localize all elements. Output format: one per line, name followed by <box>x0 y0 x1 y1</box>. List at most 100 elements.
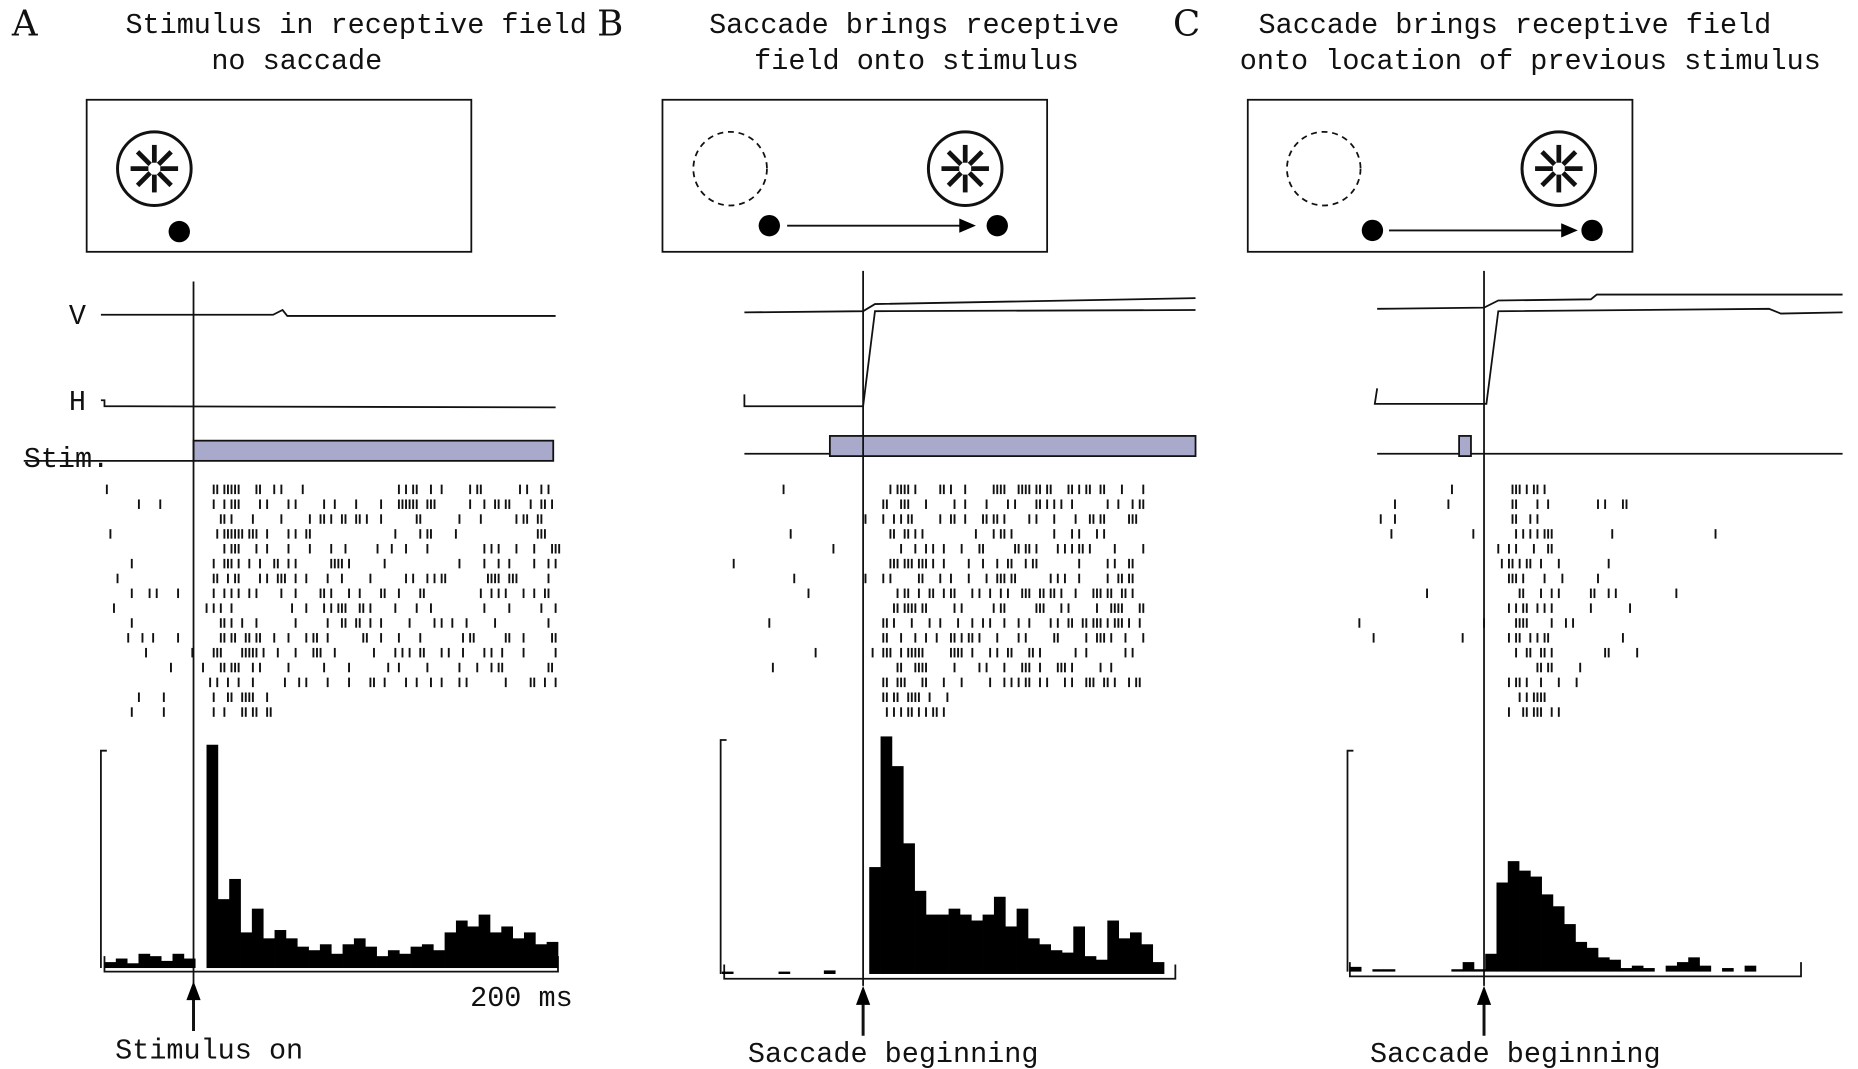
histogram-bar <box>1699 965 1712 972</box>
histogram-bar <box>1575 941 1588 972</box>
panel-letter: B <box>597 4 623 45</box>
histogram-bar <box>1620 968 1633 972</box>
histogram-bar <box>206 744 219 969</box>
histogram-bar <box>1541 894 1554 972</box>
histogram-bar <box>1084 956 1097 974</box>
histogram-bar <box>115 958 128 969</box>
histogram-bar <box>1744 965 1757 972</box>
histogram-bar <box>1152 962 1165 974</box>
panel-title: Saccade brings receptive <box>709 9 1119 42</box>
histogram-bar <box>444 932 457 969</box>
receptive-field-icon <box>1520 130 1598 207</box>
rf-ray <box>135 150 152 167</box>
histogram-bar <box>1530 876 1542 972</box>
histogram-bar <box>1485 953 1497 972</box>
histogram-bar <box>1473 969 1486 972</box>
histogram-bar <box>1451 969 1464 972</box>
rf-ray <box>967 150 984 167</box>
histogram-bar <box>467 926 479 969</box>
histogram-bar <box>982 914 995 974</box>
histogram-bar <box>138 953 151 969</box>
panel-letter: A <box>11 4 39 45</box>
histogram-bar <box>1027 938 1040 974</box>
spike-rasters <box>105 484 1717 717</box>
histogram-bar <box>1107 920 1120 974</box>
panel-title: field onto stimulus <box>754 45 1079 78</box>
histogram-bar <box>1016 908 1029 974</box>
histogram-bar <box>891 766 904 974</box>
histogram-bar <box>1643 968 1655 972</box>
histogram-bar <box>880 736 893 974</box>
panel-title: onto location of previous stimulus <box>1240 45 1821 78</box>
histogram-bar <box>399 953 411 969</box>
histogram-bar <box>421 944 434 969</box>
histogram-bar <box>1141 944 1154 974</box>
event-label: Saccade beginning <box>748 1038 1039 1069</box>
histogram-bar <box>546 941 559 969</box>
rf-ray <box>1561 171 1578 188</box>
histogram-bar <box>1095 959 1108 974</box>
panel-title: Stimulus in receptive field <box>125 9 586 42</box>
histogram-bar <box>410 946 423 969</box>
histogram-bar <box>1688 957 1700 972</box>
histogram-bar <box>1372 969 1385 972</box>
histogram-bar <box>823 970 836 974</box>
histogram-bar <box>1061 952 1074 974</box>
scale-label: 200 ms <box>470 982 573 1015</box>
panel-title: Saccade brings receptive field <box>1259 9 1772 42</box>
histogram-bar <box>353 938 366 969</box>
histogram-bar <box>948 908 961 974</box>
histogram-bar <box>1586 947 1599 972</box>
histogram-bar <box>308 950 321 969</box>
histogram-bar <box>993 896 1006 974</box>
histogram-bar <box>869 867 881 974</box>
histogram-bar <box>297 946 309 969</box>
trace-label: V <box>69 300 86 333</box>
histogram-bar <box>1349 966 1362 972</box>
stimulus-bars <box>192 435 1472 462</box>
histogram-bar <box>512 938 525 969</box>
histogram-bar <box>778 971 791 974</box>
histogram-bar <box>376 956 389 969</box>
histogram-bar <box>319 944 332 969</box>
histogram-bar <box>937 914 949 974</box>
histogram-bar <box>217 899 230 969</box>
event-label: Saccade beginning <box>1370 1038 1661 1069</box>
panel-title: no saccade <box>211 45 382 78</box>
histogram-bar <box>455 920 468 969</box>
trace-label: H <box>69 386 86 419</box>
histogram-bar <box>1118 938 1131 974</box>
display-dots <box>168 214 1603 243</box>
histogram-bar <box>1039 944 1051 974</box>
histogram-bar <box>274 930 287 969</box>
rf-ray <box>156 171 173 188</box>
histogram-bar <box>1073 926 1086 974</box>
histogram-bar <box>251 908 264 969</box>
histogram-bar <box>1005 926 1017 974</box>
histogram-bar <box>1552 906 1565 972</box>
histogram-bar <box>1129 932 1142 974</box>
histogram-bar <box>1519 870 1531 972</box>
rf-circle <box>116 130 193 207</box>
histogram-bar <box>1631 965 1644 972</box>
histogram-bar <box>535 944 548 969</box>
rf-circle <box>926 130 1004 207</box>
histogram-bar <box>501 926 513 969</box>
histogram-bar <box>433 950 445 969</box>
histogram-bar <box>365 946 377 969</box>
rf-circle <box>1520 130 1598 207</box>
histogram-bar <box>161 960 173 969</box>
histogram-bar <box>229 878 241 969</box>
histogram-bar <box>478 914 491 969</box>
histogram-bar <box>1050 950 1063 974</box>
rf-ray <box>1540 171 1557 188</box>
arrow-heads <box>186 981 1492 1005</box>
histogram-bar <box>489 932 502 969</box>
histogram-bar <box>172 953 185 969</box>
histogram-bar <box>1665 965 1678 972</box>
histogram-bar <box>1597 957 1610 972</box>
histogram-bar <box>914 890 927 974</box>
histogram-bar <box>903 843 915 974</box>
